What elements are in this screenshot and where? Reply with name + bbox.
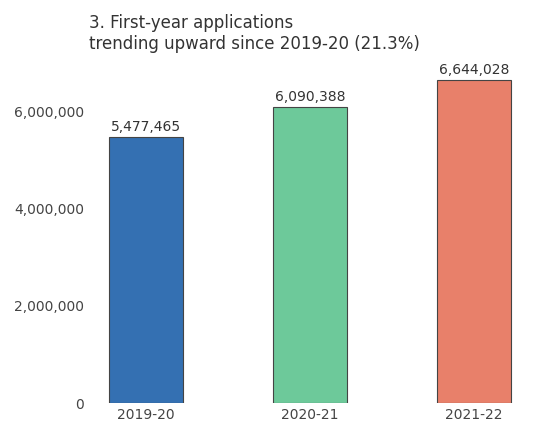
Bar — [273, 107, 347, 403]
Text: 3. First-year applications
trending upward since 2019-20 (21.3%): 3. First-year applications trending upwa… — [89, 14, 420, 53]
Bar — [109, 136, 183, 403]
Bar — [437, 80, 511, 403]
Text: 6,644,028: 6,644,028 — [439, 64, 509, 78]
Text: 6,090,388: 6,090,388 — [275, 90, 345, 104]
Text: 5,477,465: 5,477,465 — [111, 120, 181, 134]
